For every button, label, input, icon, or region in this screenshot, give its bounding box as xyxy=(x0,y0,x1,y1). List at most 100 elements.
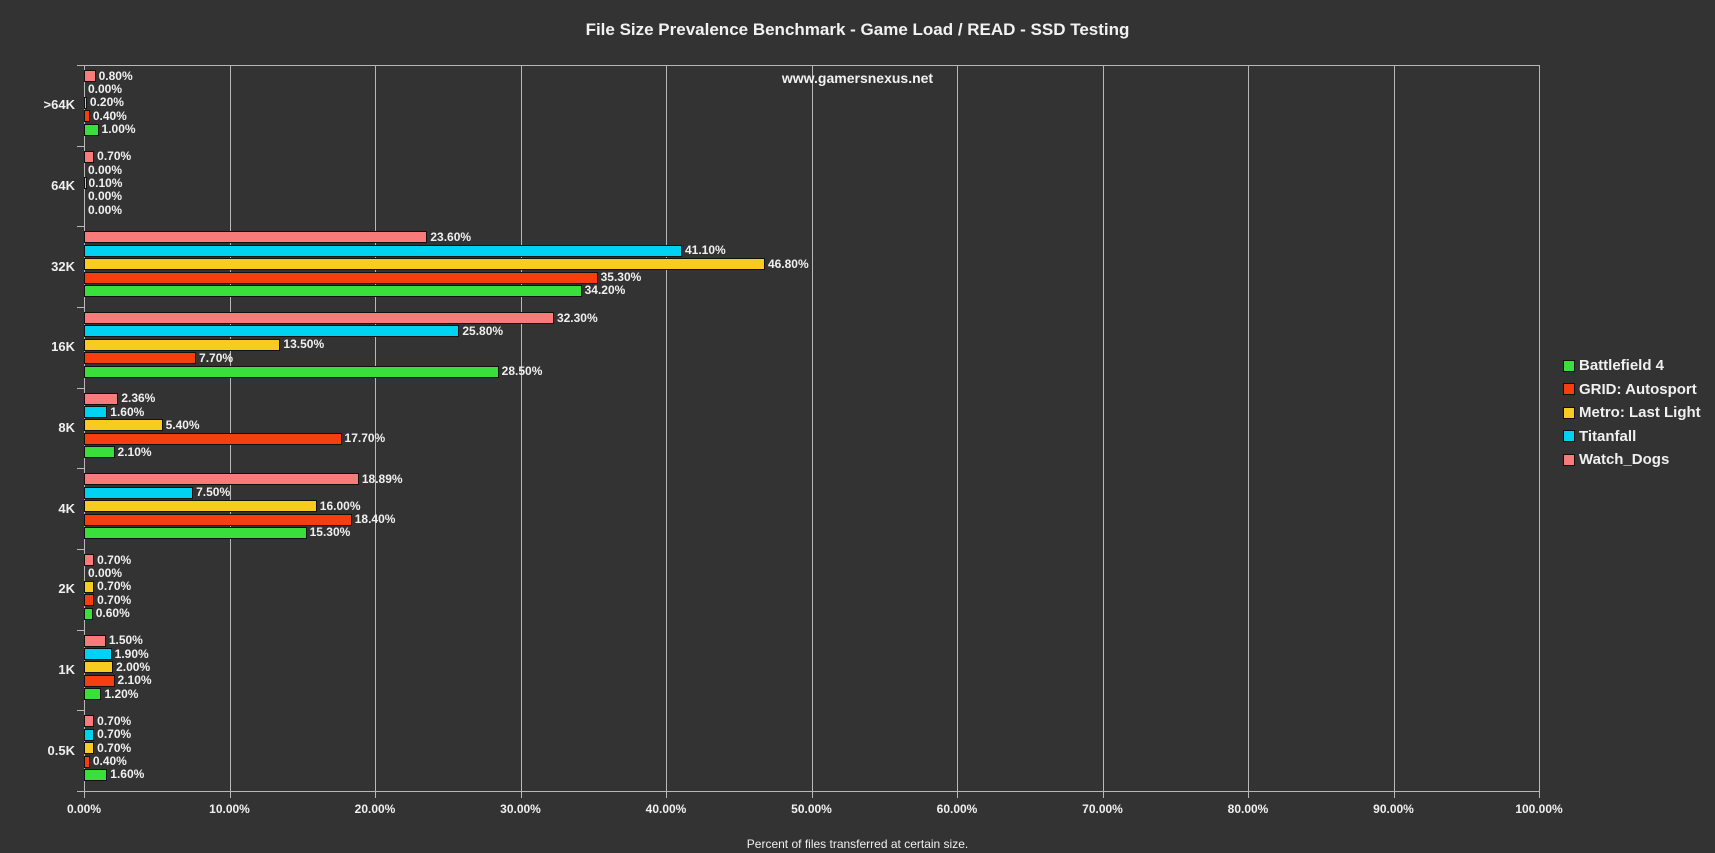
bar-metro-last-light xyxy=(84,742,95,755)
bar-watch-dogs xyxy=(84,231,428,244)
legend-label: Battlefield 4 xyxy=(1579,357,1665,375)
bar-value-label: 35.30% xyxy=(600,270,642,285)
y-tick xyxy=(77,307,84,308)
bar-value-label: 13.50% xyxy=(283,337,325,352)
legend-item: GRID: Autosport xyxy=(1563,378,1701,402)
bar-battlefield-4 xyxy=(84,284,582,297)
bar-value-label: 18.89% xyxy=(361,471,403,486)
bar-value-label: 2.00% xyxy=(116,659,151,674)
x-tick-label: 80.00% xyxy=(1227,802,1269,816)
bar-metro-last-light xyxy=(84,419,163,432)
bar-value-label: 0.70% xyxy=(97,727,132,742)
bar-value-label: 0.70% xyxy=(97,713,132,728)
bar-value-label: 0.00% xyxy=(88,202,123,217)
y-tick xyxy=(77,549,84,550)
bar-value-label: 2.36% xyxy=(121,391,156,406)
bar-metro-last-light xyxy=(84,177,87,190)
bar-value-label: 0.00% xyxy=(88,565,123,580)
legend-item: Watch_Dogs xyxy=(1563,448,1701,472)
category-label: 16K xyxy=(51,339,75,355)
bar-watch-dogs xyxy=(84,554,95,566)
x-tick-label: 60.00% xyxy=(936,802,978,816)
legend-label: Titanfall xyxy=(1579,427,1637,445)
x-axis xyxy=(77,791,1540,792)
gridline xyxy=(1394,65,1395,798)
bar-grid-autosport xyxy=(84,513,352,526)
category-label: 0.5K xyxy=(47,742,75,758)
bar-value-label: 1.20% xyxy=(104,686,139,701)
bar-titanfall xyxy=(84,648,112,661)
x-tick-label: 50.00% xyxy=(791,802,832,816)
bar-metro-last-light xyxy=(84,580,95,593)
bar-value-label: 1.00% xyxy=(101,122,136,137)
bar-titanfall xyxy=(84,728,95,741)
bar-value-label: 25.80% xyxy=(462,323,504,338)
bar-battlefield-4 xyxy=(84,768,108,781)
bar-watch-dogs xyxy=(84,150,95,163)
bar-watch-dogs xyxy=(84,392,119,405)
category-label: 4K xyxy=(58,500,75,516)
bar-value-label: 16.00% xyxy=(319,498,361,513)
legend-swatch-icon xyxy=(1563,359,1575,372)
legend-swatch-icon xyxy=(1563,383,1575,396)
bar-battlefield-4 xyxy=(84,526,307,539)
gridline xyxy=(957,65,958,798)
gridline xyxy=(666,65,667,798)
bar-grid-autosport xyxy=(84,432,342,445)
bar-metro-last-light xyxy=(84,661,114,674)
x-tick-label: 100.00% xyxy=(1515,802,1563,816)
bar-value-label: 0.70% xyxy=(97,592,132,607)
category-label: 1K xyxy=(58,662,75,677)
bar-value-label: 7.50% xyxy=(196,485,231,500)
bar-battlefield-4 xyxy=(84,365,499,378)
bar-grid-autosport xyxy=(84,594,95,607)
gridline xyxy=(1248,65,1249,798)
bar-value-label: 1.60% xyxy=(110,767,145,782)
bar-value-label: 0.70% xyxy=(97,149,132,164)
bar-value-label: 7.70% xyxy=(199,350,234,365)
legend-item: Battlefield 4 xyxy=(1563,354,1701,378)
bar-value-label: 23.60% xyxy=(430,229,472,244)
bar-value-label: 0.70% xyxy=(97,552,132,567)
y-tick xyxy=(77,146,84,147)
x-tick-label: 40.00% xyxy=(645,802,687,816)
category-label: 2K xyxy=(58,581,75,597)
bar-value-label: 46.80% xyxy=(767,256,809,271)
bar-watch-dogs xyxy=(84,473,359,486)
bar-battlefield-4 xyxy=(84,446,115,459)
bar-value-label: 18.40% xyxy=(354,512,396,527)
bar-value-label: 0.10% xyxy=(88,175,123,190)
legend-item: Titanfall xyxy=(1563,425,1701,449)
bar-metro-last-light xyxy=(84,338,281,351)
bar-titanfall xyxy=(84,244,682,257)
legend-label: GRID: Autosport xyxy=(1579,380,1697,398)
bar-grid-autosport xyxy=(84,110,90,123)
bar-value-label: 0.00% xyxy=(88,162,123,177)
bar-value-label: 2.10% xyxy=(117,444,152,459)
gridline xyxy=(230,65,231,798)
bar-battlefield-4 xyxy=(84,123,99,136)
category-label: 8K xyxy=(58,420,75,435)
bar-watch-dogs xyxy=(84,312,554,324)
y-tick xyxy=(77,468,84,469)
x-tick-label: 30.00% xyxy=(500,802,541,816)
gridline xyxy=(521,65,522,798)
bar-value-label: 5.40% xyxy=(165,417,200,432)
bar-value-label: 32.30% xyxy=(556,310,598,325)
x-tick-label: 10.00% xyxy=(209,802,250,816)
y-axis xyxy=(84,65,85,798)
bar-grid-autosport xyxy=(84,271,598,284)
bar-battlefield-4 xyxy=(84,607,93,620)
legend: Battlefield 4 GRID: Autosport Metro: Last … xyxy=(1563,354,1701,472)
bar-grid-autosport xyxy=(84,755,90,768)
bar-titanfall xyxy=(84,486,194,499)
bar-value-label: 0.80% xyxy=(98,68,133,83)
legend-swatch-icon xyxy=(1563,430,1575,443)
y-tick xyxy=(77,65,84,66)
x-tick-label: 90.00% xyxy=(1373,802,1414,816)
legend-label: Metro: Last Light xyxy=(1579,404,1701,422)
bar-value-label: 2.10% xyxy=(117,673,152,688)
bar-battlefield-4 xyxy=(84,688,102,701)
bar-titanfall xyxy=(84,325,460,338)
y-tick xyxy=(77,388,84,389)
